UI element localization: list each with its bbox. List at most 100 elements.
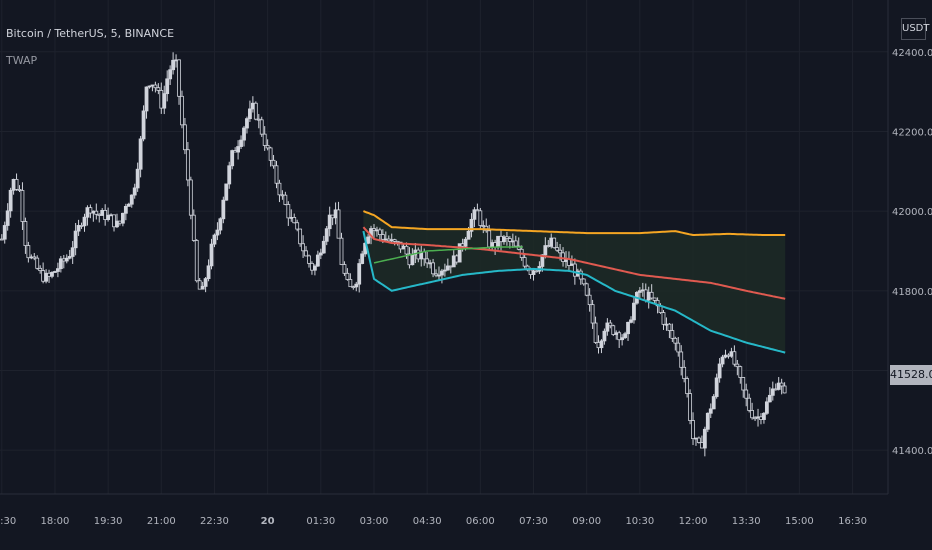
candle-down [652, 297, 657, 301]
candle-down [673, 337, 678, 344]
candle-up [5, 210, 10, 226]
candle-up [239, 139, 243, 147]
candle-down [392, 239, 397, 242]
candle-down [578, 270, 583, 280]
candle-down [330, 214, 335, 219]
candle-up [531, 270, 536, 275]
candle-down [188, 179, 193, 216]
candle-down [584, 283, 589, 296]
candle-down [183, 124, 187, 151]
candle-down [558, 249, 562, 254]
candle-up [694, 437, 698, 440]
candle-up [496, 235, 500, 248]
candle-down [661, 312, 666, 325]
candle-down [552, 237, 557, 249]
candle-down [741, 377, 746, 391]
candle-up [437, 274, 441, 277]
candle-down [779, 382, 784, 387]
candle-up [82, 216, 87, 227]
candle-up [629, 319, 633, 323]
candle-down [691, 420, 695, 439]
candle-down [416, 249, 421, 260]
candle-down [339, 237, 344, 265]
candle-down [493, 242, 498, 248]
candle-up [510, 240, 515, 243]
candle-up [2, 225, 7, 240]
candle-up [570, 263, 574, 266]
candle-down [759, 416, 763, 420]
candle-down [593, 322, 598, 343]
candle-down [590, 304, 595, 324]
candle-up [401, 245, 406, 250]
candle-up [245, 118, 249, 129]
candle-down [744, 389, 749, 399]
candle-up [206, 265, 211, 280]
candle-up [469, 218, 474, 232]
candle-down [23, 221, 28, 246]
candle-down [32, 256, 37, 259]
candle-up [640, 289, 645, 292]
candle-up [8, 189, 13, 212]
candle-up [614, 332, 619, 335]
candle-down [398, 241, 403, 250]
candle-up [599, 340, 604, 349]
candle-down [572, 263, 577, 277]
candle-up [490, 242, 495, 248]
candle-down [676, 342, 681, 353]
candle-up [333, 209, 338, 219]
candle-up [215, 229, 220, 236]
candle-down [274, 165, 279, 184]
candle-down [342, 264, 347, 274]
candle-up [248, 108, 252, 120]
candle-up [67, 256, 72, 259]
lower-band-line [362, 230, 786, 354]
candle-up [50, 271, 54, 277]
x-tick-label: 03:00 [360, 516, 389, 527]
candle-up [315, 254, 320, 267]
candle-down [617, 332, 622, 341]
candle-down [97, 213, 102, 216]
candle-up [327, 214, 332, 230]
candle-down [753, 417, 757, 420]
x-tick-label: 20 [261, 516, 275, 527]
candle-down [88, 207, 93, 214]
candle-down [185, 149, 190, 181]
candle-up [58, 258, 63, 270]
candle-down [191, 214, 196, 241]
candle-up [410, 254, 415, 266]
x-tick-label: 07:30 [519, 516, 548, 527]
candle-down [271, 159, 276, 167]
candle-down [351, 286, 356, 289]
candle-down [507, 238, 512, 242]
x-tick-label: 12:00 [679, 516, 708, 527]
currency-tag[interactable]: USDT [901, 18, 929, 40]
candle-down [38, 267, 43, 272]
candle-down [478, 210, 483, 226]
candle-down [277, 182, 282, 196]
candle-up [354, 283, 359, 288]
symbol-title[interactable]: Bitcoin / TetherUS, 5, BINANCE [6, 27, 175, 40]
price-axis[interactable]: 42400.0042200.0042000.0041800.0041600.00… [892, 48, 932, 457]
time-axis[interactable]: 16:30 18:00 19:30 21:00 22:30 20 01:30 03:00 04:… [0, 516, 867, 527]
candle-down [750, 410, 755, 419]
x-tick-label: 06:00 [466, 516, 495, 527]
candle-down [667, 323, 672, 331]
candle-down [732, 351, 737, 365]
candle-down [513, 240, 518, 247]
candle-up [132, 187, 137, 196]
candle-up [106, 214, 111, 220]
candle-up [126, 203, 131, 207]
candle-up [602, 330, 607, 342]
candle-down [377, 229, 382, 235]
candle-down [280, 194, 285, 197]
current-price-label: 41528.00 [890, 365, 932, 385]
candle-up [729, 351, 734, 357]
candle-up [73, 230, 78, 249]
indicator-label[interactable]: TWAP [6, 54, 38, 67]
candle-down [649, 291, 654, 299]
candle-up [227, 165, 232, 185]
candle-down [773, 388, 778, 391]
candle-down [103, 209, 108, 220]
x-tick-label: 16:30 [0, 516, 16, 527]
